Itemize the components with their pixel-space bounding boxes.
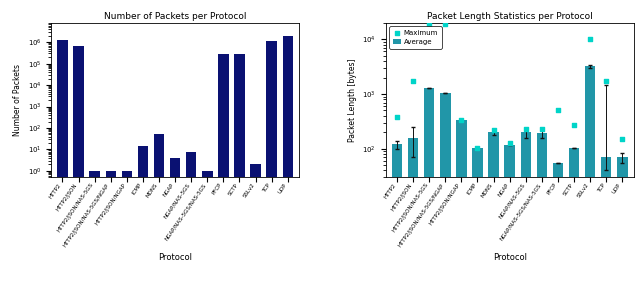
Bar [617, 157, 628, 286]
Bar [90, 171, 100, 286]
Y-axis label: Number of Packets: Number of Packets [13, 64, 22, 136]
Bar [122, 171, 132, 286]
Bar [488, 132, 499, 286]
Maximum [456, 118, 467, 123]
Maximum [504, 141, 515, 146]
Bar [585, 66, 595, 286]
Bar [170, 158, 180, 286]
Maximum [521, 127, 531, 131]
Bar [392, 144, 403, 286]
Bar [408, 138, 419, 286]
Title: Number of Packets per Protocol: Number of Packets per Protocol [104, 12, 246, 21]
Bar [601, 157, 611, 286]
Bar [537, 133, 547, 286]
Bar [138, 146, 148, 286]
Bar [569, 148, 579, 286]
Bar [520, 132, 531, 286]
Maximum [585, 37, 595, 42]
Bar [154, 134, 164, 286]
Bar [234, 54, 244, 286]
Bar [202, 171, 212, 286]
Bar [186, 152, 196, 286]
Title: Packet Length Statistics per Protocol: Packet Length Statistics per Protocol [427, 12, 593, 21]
Maximum [424, 22, 435, 26]
Legend: Maximum, Average: Maximum, Average [389, 26, 442, 49]
Maximum [392, 115, 402, 119]
Bar [553, 163, 563, 286]
Maximum [488, 128, 499, 132]
Maximum [617, 137, 627, 141]
Bar [250, 164, 261, 286]
Maximum [537, 127, 547, 131]
Bar [424, 88, 435, 286]
Bar [266, 41, 277, 286]
Maximum [553, 108, 563, 113]
Bar [440, 93, 451, 286]
Maximum [472, 146, 483, 150]
Bar [106, 171, 116, 286]
X-axis label: Protocol: Protocol [158, 253, 192, 262]
Bar [504, 145, 515, 286]
Bar [472, 148, 483, 286]
Maximum [440, 22, 451, 26]
X-axis label: Protocol: Protocol [493, 253, 527, 262]
Maximum [601, 79, 611, 84]
Maximum [569, 123, 579, 128]
Y-axis label: Packet Length [bytes]: Packet Length [bytes] [348, 58, 356, 142]
Bar [74, 45, 84, 286]
Bar [282, 36, 293, 286]
Bar [456, 120, 467, 286]
Maximum [408, 79, 419, 84]
Bar [57, 40, 68, 286]
Bar [218, 54, 228, 286]
